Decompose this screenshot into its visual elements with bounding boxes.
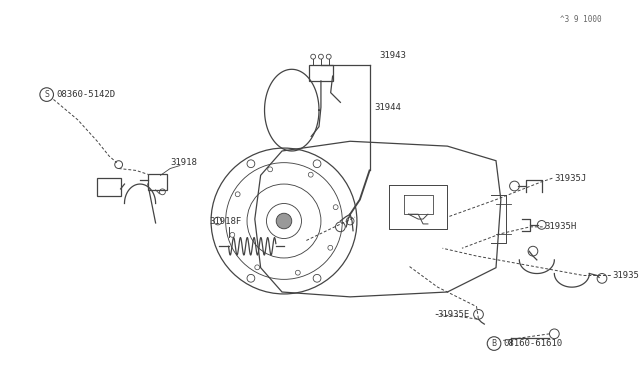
Text: 08360-5142D: 08360-5142D [56,90,116,99]
Text: 31935: 31935 [612,271,639,280]
Text: 31935H: 31935H [545,222,577,231]
Circle shape [276,213,292,229]
Text: 31944: 31944 [374,103,401,112]
Text: ^3 9 1000: ^3 9 1000 [560,15,602,24]
Text: B: B [492,339,497,348]
Bar [309,65,333,81]
Text: 31918: 31918 [170,158,197,167]
Text: 31918F: 31918F [209,217,241,225]
Bar [97,178,120,196]
Text: S: S [44,90,49,99]
Text: 31935J: 31935J [554,174,587,183]
Text: 31943: 31943 [380,51,406,60]
Bar [148,174,167,190]
Text: 08160-61610: 08160-61610 [504,339,563,348]
Text: 31935E: 31935E [438,310,470,319]
